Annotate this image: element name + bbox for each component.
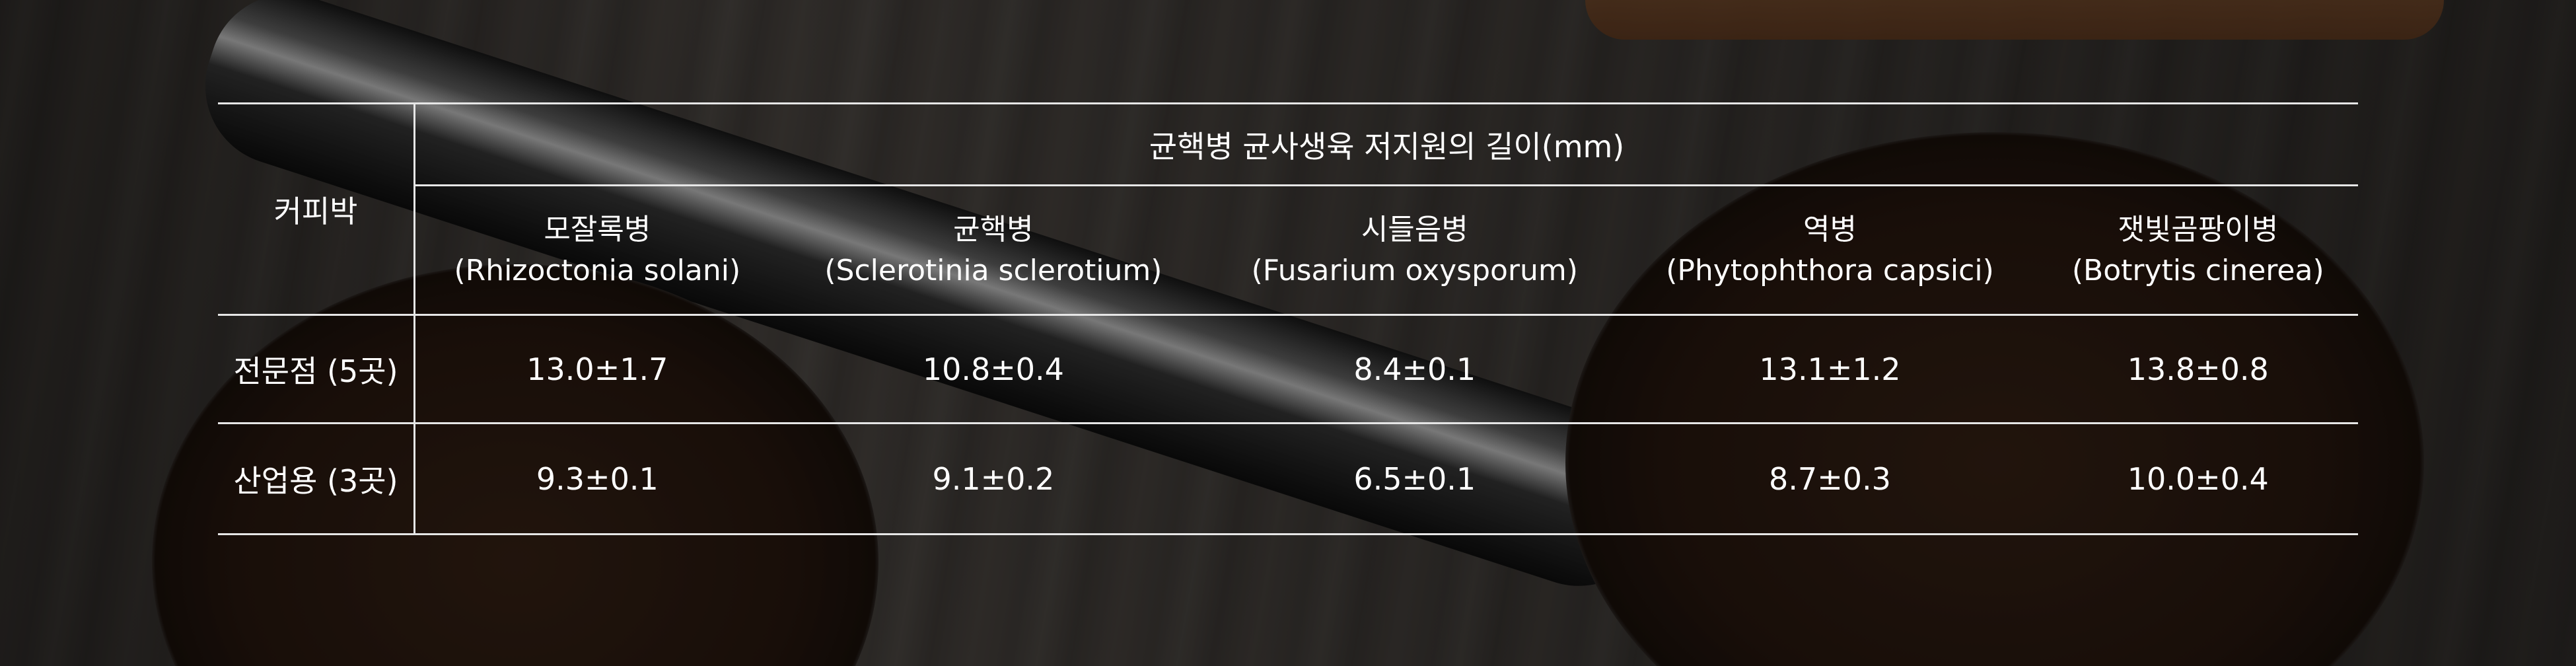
table-cell: 6.5±0.1 — [1353, 461, 1476, 497]
column-name: 균핵병 — [953, 212, 1034, 246]
table-cell: 9.3±0.1 — [536, 461, 659, 497]
table-cell: 10.8±0.4 — [922, 351, 1064, 387]
column-header: 잿빛곰팡이병 (Botrytis cinerea) — [2038, 186, 2358, 315]
table-cell: 13.8±0.8 — [2127, 351, 2269, 387]
table-row: 산업용 (3곳) 9.3±0.1 9.1±0.2 6.5±0.1 8.7±0.3… — [218, 423, 2358, 535]
table-cell: 10.0±0.4 — [2127, 461, 2269, 497]
column-header: 균핵병 (Sclerotinia sclerotium) — [779, 186, 1207, 315]
column-name: 역병 — [1803, 212, 1857, 246]
table-cell: 13.1±1.2 — [1759, 351, 1901, 387]
table-row: 전문점 (5곳) 13.0±1.7 10.8±0.4 8.4±0.1 13.1±… — [218, 314, 2358, 424]
table-cell: 13.0±1.7 — [526, 351, 668, 387]
portafilter-right — [1565, 132, 2424, 666]
row-label: 산업용 (3곳) — [218, 423, 415, 535]
column-name: 모잘록병 — [544, 212, 651, 246]
group-header: 균핵병 균사생육 저지원의 길이(mm) — [414, 103, 2358, 186]
column-header: 모잘록병 (Rhizoctonia solani) — [415, 186, 779, 315]
column-header: 시들음병 (Fusarium oxysporum) — [1207, 186, 1622, 315]
table-cell: 9.1±0.2 — [932, 461, 1055, 497]
header-row-1: 커피박 균핵병 균사생육 저지원의 길이(mm) — [218, 103, 2358, 315]
column-latin: (Botrytis cinerea) — [2071, 253, 2324, 287]
column-latin: (Sclerotinia sclerotium) — [824, 253, 1163, 287]
column-latin: (Fusarium oxysporum) — [1251, 253, 1578, 287]
column-latin: (Phytophthora capsici) — [1666, 253, 1994, 287]
table-cell: 8.7±0.3 — [1769, 461, 1891, 497]
table-cell: 8.4±0.1 — [1353, 351, 1476, 387]
column-header: 역병 (Phytophthora capsici) — [1622, 186, 2038, 315]
header-row-2: 모잘록병 (Rhizoctonia solani) 균핵병 (Sclerotin… — [218, 186, 2358, 315]
column-latin: (Rhizoctonia solani) — [454, 253, 741, 287]
row-label: 전문점 (5곳) — [218, 314, 415, 424]
data-table: 커피박 균핵병 균사생육 저지원의 길이(mm) 모잘록병 (Rhizocton… — [218, 102, 2358, 535]
row-header-label: 커피박 — [218, 103, 415, 315]
wooden-handle — [1585, 0, 2444, 40]
column-name: 잿빛곰팡이병 — [2118, 212, 2279, 246]
column-name: 시들음병 — [1361, 212, 1468, 246]
